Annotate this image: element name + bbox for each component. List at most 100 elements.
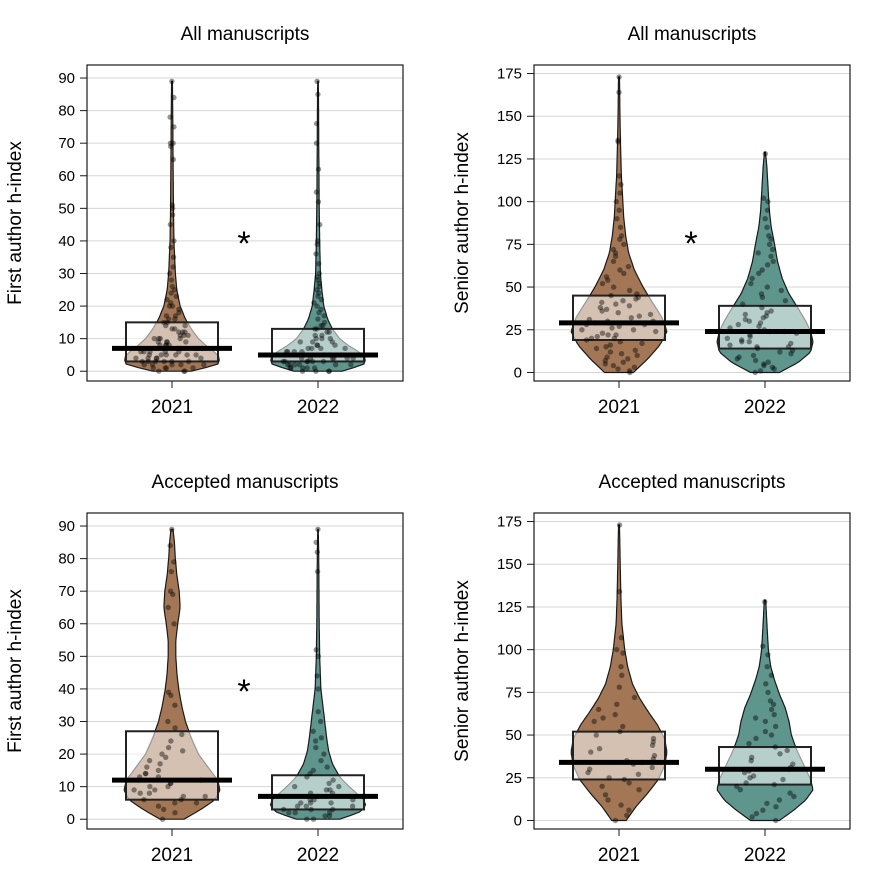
panel-1: All manuscripts First author h-index 0 10 20…	[5, 24, 404, 418]
data-point	[610, 246, 617, 253]
data-point	[768, 706, 775, 713]
data-point	[321, 751, 327, 757]
data-point	[635, 294, 641, 300]
data-point	[616, 89, 622, 96]
data-point	[594, 333, 600, 340]
data-point	[789, 347, 796, 353]
data-point	[602, 792, 609, 798]
data-point	[776, 797, 783, 803]
data-point	[143, 770, 149, 777]
y-tick-label: 100	[497, 194, 522, 211]
panel-title: All manuscripts	[628, 24, 757, 45]
data-point	[596, 746, 603, 752]
data-point	[314, 568, 321, 575]
data-point	[316, 290, 322, 296]
data-point	[326, 810, 333, 816]
data-point	[168, 692, 174, 699]
data-point	[766, 233, 772, 239]
data-point	[314, 303, 320, 309]
data-point	[747, 775, 753, 781]
data-point	[628, 315, 634, 321]
data-point	[616, 522, 623, 528]
data-point	[753, 810, 760, 817]
data-point	[166, 303, 173, 309]
data-point	[168, 738, 174, 744]
y-tick-label: 70	[58, 583, 75, 600]
data-point	[616, 74, 622, 80]
data-point	[330, 777, 336, 783]
data-point	[615, 310, 621, 316]
data-point	[307, 770, 313, 777]
data-point	[754, 344, 760, 350]
data-point	[757, 368, 764, 374]
data-point	[163, 313, 170, 319]
data-point	[767, 698, 774, 704]
data-point	[768, 253, 774, 259]
data-point	[321, 313, 327, 319]
data-point	[304, 365, 310, 371]
violin-2022	[269, 528, 367, 820]
data-point	[280, 358, 286, 365]
data-point	[759, 304, 765, 311]
data-point	[631, 364, 638, 370]
data-point	[773, 804, 779, 810]
data-point	[650, 735, 657, 742]
data-point	[604, 354, 610, 360]
x-tick-label: 2021	[598, 397, 640, 418]
y-tick-label: 125	[497, 599, 522, 616]
data-point	[615, 139, 621, 145]
data-point	[282, 358, 288, 365]
data-point	[599, 308, 605, 314]
data-point	[764, 310, 770, 316]
data-point	[758, 291, 765, 297]
data-point	[320, 358, 327, 365]
data-point	[190, 365, 196, 371]
data-point	[790, 761, 796, 767]
y-tick-label: 150	[497, 108, 522, 125]
data-point	[201, 362, 207, 368]
y-tick-label: 0	[514, 812, 522, 829]
data-point	[327, 335, 333, 342]
data-point	[768, 308, 774, 314]
data-point	[612, 711, 618, 718]
data-point	[784, 747, 790, 754]
y-tick-label: 175	[497, 514, 522, 531]
data-point	[618, 181, 624, 188]
y-tick-label: 50	[58, 200, 75, 217]
data-point	[583, 337, 590, 343]
data-point	[167, 588, 174, 594]
data-point	[787, 790, 793, 796]
y-tick-label: 40	[58, 233, 75, 250]
data-point	[294, 803, 301, 809]
data-point	[313, 140, 320, 146]
data-point	[181, 368, 187, 374]
data-point	[620, 650, 626, 656]
data-point	[772, 744, 778, 750]
data-point	[603, 306, 610, 312]
data-point	[310, 728, 316, 734]
data-point	[626, 368, 633, 374]
data-point	[613, 301, 619, 307]
data-point	[157, 761, 163, 767]
data-point	[750, 773, 757, 779]
data-point	[310, 339, 316, 345]
data-point	[179, 731, 185, 738]
data-point	[625, 263, 632, 270]
data-point	[320, 322, 326, 329]
data-point	[759, 267, 765, 273]
data-point	[633, 296, 639, 302]
data-point	[326, 813, 333, 819]
data-point	[332, 342, 338, 348]
data-point	[287, 365, 293, 371]
data-point	[599, 330, 606, 336]
data-point	[618, 233, 625, 239]
y-tick-label: 60	[58, 168, 75, 185]
data-point	[169, 358, 175, 365]
data-point	[168, 568, 175, 575]
data-point	[770, 701, 777, 707]
data-point	[172, 326, 178, 332]
data-point	[312, 738, 319, 744]
data-point	[310, 767, 316, 774]
data-point	[158, 352, 164, 358]
data-point	[736, 354, 742, 360]
